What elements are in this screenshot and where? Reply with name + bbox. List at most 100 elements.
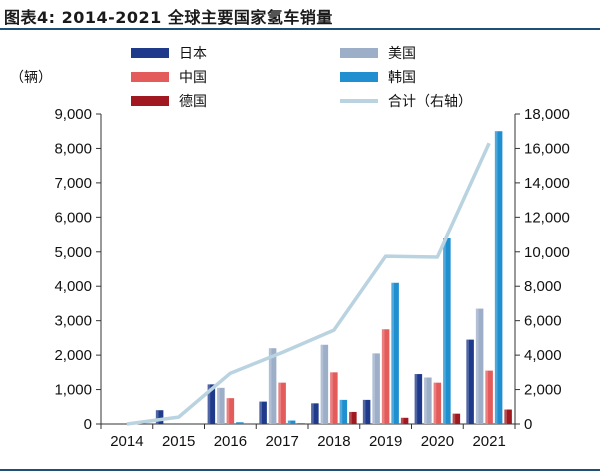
bar-highlight: [311, 403, 314, 424]
bar-de-2019: [400, 417, 409, 424]
bar-highlight: [349, 411, 352, 424]
bar-highlight: [278, 382, 281, 424]
left-tick-label: 8,000: [54, 140, 92, 157]
bars-group: [104, 131, 512, 424]
bar-jp-2019: [362, 399, 371, 424]
bar-cn-2021: [485, 370, 493, 424]
right-tick-label: 4,000: [524, 347, 562, 364]
legend-label-us: 美国: [388, 46, 416, 62]
legend-label-jp: 日本: [179, 46, 207, 62]
x-tick-label: 2020: [421, 433, 454, 450]
legend-swatch-kr: [340, 72, 378, 82]
axes: [96, 113, 520, 429]
legend-label-de: 德国: [179, 94, 207, 110]
right-tick-label: 18,000: [524, 106, 570, 123]
right-tick-label: 12,000: [524, 209, 570, 226]
left-tick-label: 0: [84, 416, 92, 433]
legend-label-cn: 中国: [179, 70, 207, 86]
bottom-divider: [0, 469, 600, 471]
legend-swatch-de: [131, 96, 169, 106]
bar-highlight: [485, 370, 488, 424]
y-axis-unit-label: （辆）: [10, 70, 52, 86]
chart-title: 图表4: 2014-2021 全球主要国家氢车销量: [4, 8, 333, 27]
tick-labels: 0 1,000 2,000 3,000 4,000 5,000 6,000 7,000 8,00…: [54, 106, 569, 450]
bar-jp-2016: [207, 384, 216, 424]
bar-de-2020: [452, 413, 461, 424]
right-tick-label: 6,000: [524, 313, 562, 330]
legend-label-total: 合计（右轴）: [388, 94, 472, 110]
bar-cn-2016: [226, 398, 235, 424]
bar-cn-2019: [381, 329, 390, 424]
left-tick-label: 2,000: [54, 347, 92, 364]
x-tick-label: 2017: [265, 433, 298, 450]
legend-label-kr: 韩国: [388, 70, 416, 86]
bar-cn-2017: [278, 382, 286, 424]
x-tick-label: 2016: [214, 433, 247, 450]
bar-highlight: [381, 329, 385, 424]
legend-swatch-cn: [131, 72, 169, 82]
right-tick-label: 16,000: [524, 140, 570, 157]
bar-highlight: [226, 398, 230, 424]
bar-highlight: [207, 384, 211, 424]
bar-kr-2018: [339, 399, 348, 424]
bar-kr-2016: [236, 422, 244, 424]
bar-highlight: [400, 417, 404, 424]
bar-kr-2017: [287, 420, 296, 424]
bar-kr-2020: [443, 238, 451, 424]
bar-highlight: [287, 420, 291, 424]
left-tick-label: 5,000: [54, 244, 92, 261]
figure-header: 图表4: 2014-2021 全球主要国家氢车销量: [0, 0, 600, 30]
left-tick-label: 6,000: [54, 209, 92, 226]
bar-us-2019: [372, 353, 380, 424]
legend-swatch-jp: [131, 48, 169, 58]
bar-highlight: [494, 131, 498, 424]
bar-de-2017: [297, 423, 305, 424]
bar-highlight: [466, 339, 469, 424]
total-line-group: [126, 142, 491, 426]
right-tick-label: 14,000: [524, 175, 570, 192]
bar-us-2017: [268, 348, 277, 424]
bar-jp-2018: [311, 403, 319, 424]
right-tick-label: 0: [524, 416, 532, 433]
bar-kr-2019: [391, 282, 399, 424]
bar-de-2018: [349, 411, 357, 424]
bar-highlight: [155, 410, 159, 424]
bar-highlight: [320, 344, 324, 424]
x-tick-label: 2019: [369, 433, 402, 450]
bar-jp-2017: [259, 401, 267, 424]
left-tick-label: 3,000: [54, 313, 92, 330]
bar-highlight: [330, 372, 333, 424]
right-tick-label: 10,000: [524, 244, 570, 261]
bar-highlight: [339, 399, 343, 424]
bar-highlight: [424, 377, 427, 424]
bar-highlight: [372, 353, 375, 424]
bar-us-2016: [217, 387, 225, 424]
bar-highlight: [414, 374, 418, 424]
bar-highlight: [391, 282, 394, 424]
left-tick-label: 7,000: [54, 175, 92, 192]
right-tick-label: 2,000: [524, 382, 562, 399]
x-tick-label: 2014: [110, 433, 143, 450]
bar-jp-2015: [155, 410, 164, 424]
x-tick-label: 2021: [472, 433, 505, 450]
bar-jp-2020: [414, 374, 423, 424]
x-tick-label: 2018: [317, 433, 350, 450]
total-line: [126, 142, 491, 426]
title-divider: [0, 28, 600, 30]
legend-swatch-us: [340, 48, 378, 58]
bar-de-2021: [504, 409, 512, 424]
left-tick-label: 1,000: [54, 382, 92, 399]
left-tick-label: 4,000: [54, 278, 92, 295]
bar-us-2020: [424, 377, 432, 424]
bar-highlight: [443, 238, 446, 424]
bar-jp-2021: [466, 339, 474, 424]
bar-cn-2020: [433, 382, 442, 424]
bar-cn-2018: [330, 372, 338, 424]
bar-kr-2021: [494, 131, 503, 424]
bar-highlight: [217, 387, 220, 424]
bar-us-2018: [320, 344, 329, 424]
bar-highlight: [362, 399, 366, 424]
right-tick-label: 8,000: [524, 278, 562, 295]
bar-highlight: [504, 409, 507, 424]
